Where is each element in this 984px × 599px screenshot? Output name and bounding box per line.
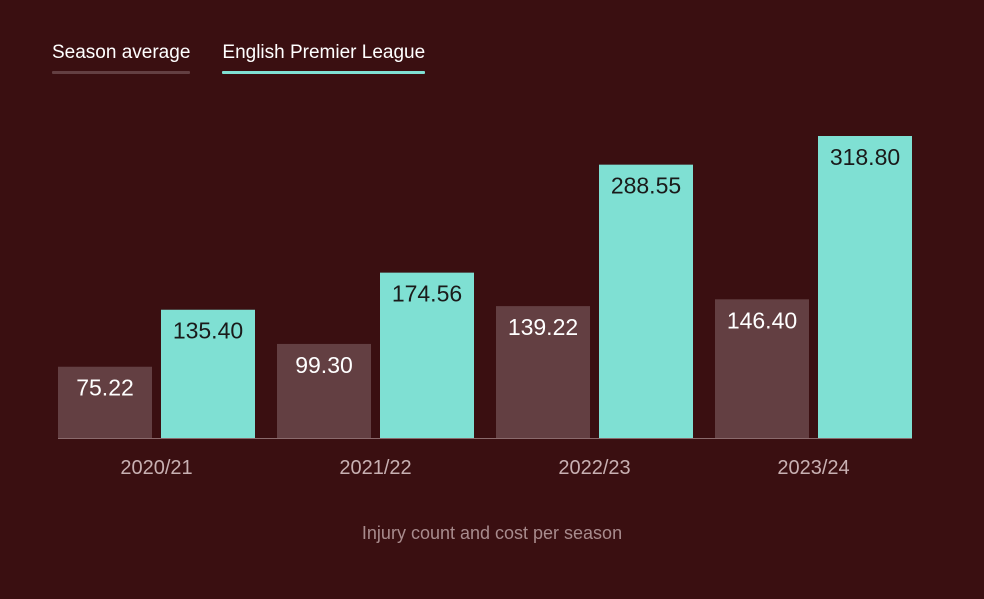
data-label-premier-league-2022-23: 288.55 <box>611 173 681 199</box>
legend: Season average English Premier League <box>52 42 426 74</box>
bar-premier-league-2022-23 <box>599 164 693 439</box>
chart-caption: Injury count and cost per season <box>361 523 623 543</box>
legend-swatch-season-average <box>52 71 191 74</box>
legend-item-season-average[interactable]: Season average <box>52 42 191 74</box>
x-tick-label-2023-24: 2023/24 <box>777 457 849 479</box>
data-label-premier-league-2020-21: 135.40 <box>173 318 243 344</box>
x-tick-label-2020-21: 2020/21 <box>120 457 192 479</box>
data-label-season-average-2022-23: 139.22 <box>508 314 578 340</box>
bar-premier-league-2021-22 <box>380 272 474 438</box>
bar-premier-league-2023-24 <box>818 136 912 438</box>
data-label-premier-league-2021-22: 174.56 <box>392 281 462 307</box>
legend-item-premier-league[interactable]: English Premier League <box>222 42 426 74</box>
bar-season-average-2022-23 <box>496 306 590 438</box>
legend-swatch-premier-league <box>222 71 426 74</box>
x-tick-label-2022-23: 2022/23 <box>558 457 630 479</box>
bar-premier-league-2020-21 <box>161 309 255 438</box>
legend-label-season-average: Season average <box>52 42 191 63</box>
data-label-season-average-2021-22: 99.30 <box>295 352 353 378</box>
bar-season-average-2023-24 <box>715 299 809 438</box>
data-label-season-average-2020-21: 75.22 <box>76 375 134 401</box>
bar-season-average-2021-22 <box>277 343 371 438</box>
data-label-season-average-2023-24: 146.40 <box>727 307 797 333</box>
bar-season-average-2020-21 <box>58 366 152 438</box>
data-label-premier-league-2023-24: 318.80 <box>830 144 900 170</box>
legend-label-premier-league: English Premier League <box>222 42 426 63</box>
x-tick-label-2021-22: 2021/22 <box>339 457 411 479</box>
